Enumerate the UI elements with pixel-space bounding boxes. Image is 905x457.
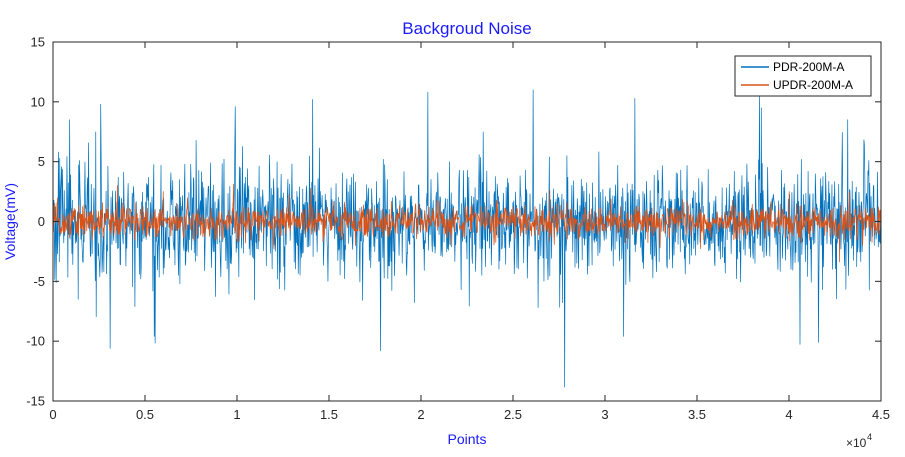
x-tick-label: 2 <box>417 407 424 422</box>
y-tick-label: -15 <box>26 394 45 409</box>
x-tick-label: 0 <box>49 407 56 422</box>
x-tick-label: 3.5 <box>688 407 706 422</box>
x-tick-label: 2.5 <box>504 407 522 422</box>
ticks-layer: 0 0.5 1 1.5 2 2.5 3 3.5 4 4.5 -15 -10 -5 0 5 10 15 <box>26 35 890 423</box>
x-exponent-base: ×10 <box>846 436 867 450</box>
y-tick-label: 15 <box>31 35 45 50</box>
series-line-pdr-200m-a <box>52 89 882 388</box>
y-tick-label: -10 <box>26 334 45 349</box>
legend: PDR-200M-A UPDR-200M-A <box>734 55 872 97</box>
x-axis-title: Points <box>448 431 487 447</box>
y-tick-label: 10 <box>31 94 45 109</box>
y-tick-label: -5 <box>33 274 45 289</box>
x-tick-label: 0.5 <box>136 407 154 422</box>
legend-box <box>734 55 872 97</box>
y-axis-title: Voltage(mV) <box>2 183 18 260</box>
plot-box <box>52 41 882 402</box>
series-layer <box>52 89 882 388</box>
x-tick-label: 1.5 <box>320 407 338 422</box>
chart-title: Backgroud Noise <box>402 19 531 38</box>
x-tick-label: 4 <box>785 407 792 422</box>
legend-label: UPDR-200M-A <box>773 78 853 92</box>
y-tick-label: 0 <box>38 214 45 229</box>
x-tick-label: 4.5 <box>872 407 890 422</box>
y-tick-label: 5 <box>38 154 45 169</box>
x-exponent-power: 4 <box>867 432 872 442</box>
series-line-updr-200m-a <box>52 183 882 263</box>
x-exponent-label: ×10 4 <box>846 432 872 450</box>
legend-label: PDR-200M-A <box>773 60 844 74</box>
x-tick-label: 1 <box>233 407 240 422</box>
x-tick-label: 3 <box>601 407 608 422</box>
